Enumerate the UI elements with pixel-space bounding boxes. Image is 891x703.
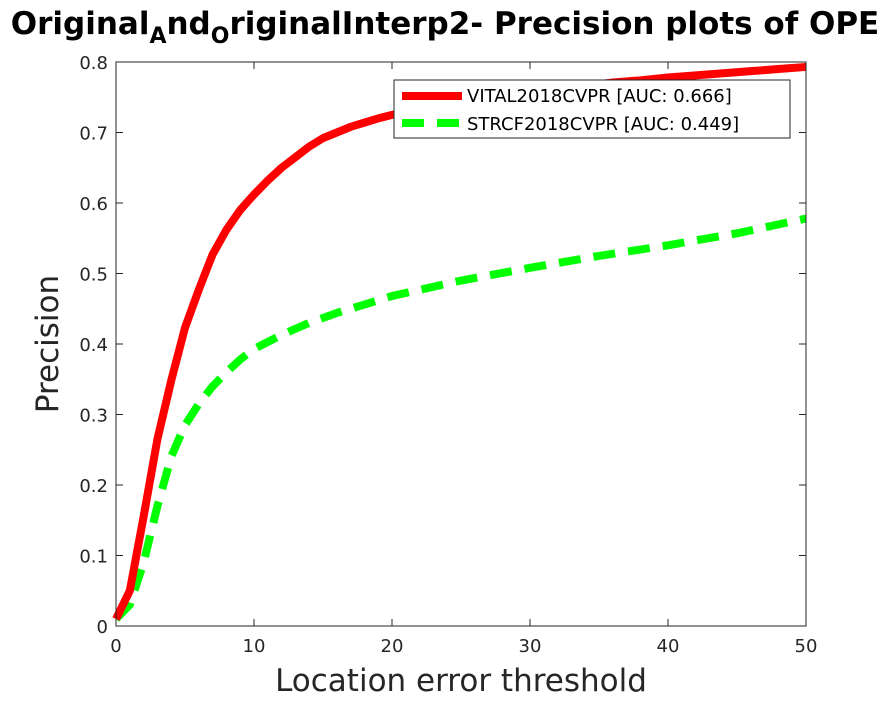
y-tick-label: 0.8 [79, 53, 108, 74]
y-tick-label: 0.4 [79, 335, 108, 356]
legend-label-vital: VITAL2018CVPR [AUC: 0.666] [467, 86, 732, 107]
series-line-strcf [113, 214, 807, 622]
y-tick-label: 0.2 [79, 476, 108, 497]
chart-title: OriginalAndOriginalInterp2- Precision pl… [11, 6, 879, 49]
y-tick-label: 0.5 [79, 265, 108, 286]
x-tick-label: 40 [657, 636, 680, 657]
legend-label-strcf: STRCF2018CVPR [AUC: 0.449] [467, 114, 739, 135]
x-tick-label: 10 [243, 636, 266, 657]
x-axis-ticks: 0 10 20 30 40 50 [110, 62, 817, 657]
x-tick-label: 50 [795, 636, 818, 657]
y-axis-ticks: 0 0.1 0.2 0.3 0.4 0.5 0.6 0.7 0.8 [79, 53, 806, 638]
legend: VITAL2018CVPR [AUC: 0.666] STRCF2018CVPR… [393, 79, 791, 139]
x-tick-label: 20 [381, 636, 404, 657]
chart-title-part: riginalInterp2- Precision plots of OPE [229, 6, 879, 42]
chart-title-subscript: O [211, 24, 230, 49]
x-tick-label: 0 [110, 636, 121, 657]
y-axis-label: Precision [30, 275, 66, 413]
chart-title-subscript: A [149, 24, 166, 49]
x-axis-label: Location error threshold [275, 663, 647, 699]
y-tick-label: 0.1 [79, 547, 108, 568]
plot-area [116, 62, 806, 626]
legend-box [393, 79, 791, 139]
y-tick-label: 0 [97, 617, 108, 638]
chart-title-part: nd [166, 6, 210, 42]
y-tick-label: 0.7 [79, 124, 108, 145]
x-tick-label: 30 [519, 636, 542, 657]
y-tick-label: 0.6 [79, 194, 108, 215]
y-tick-label: 0.3 [79, 406, 108, 427]
chart-title-part: Original [11, 6, 150, 42]
